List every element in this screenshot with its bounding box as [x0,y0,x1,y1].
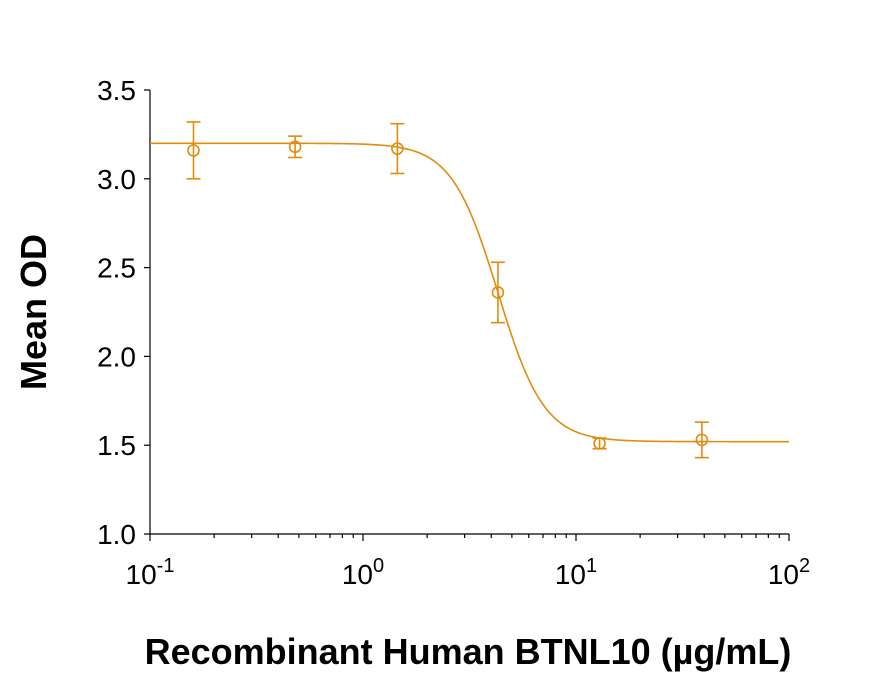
y-tick-label: 3.5 [97,75,136,106]
y-axis-title: Mean OD [13,234,54,390]
data-points [186,121,709,459]
y-tick-label: 1.0 [97,519,136,550]
data-point [592,437,607,450]
x-tick-exponent: 1 [586,555,597,577]
fit-curve-group [150,142,789,443]
y-tick-label: 2.0 [97,341,136,372]
y-tick-label: 1.5 [97,430,136,461]
axes [149,90,789,535]
x-ticks: 10-1 100 101 102 [126,534,810,590]
x-tick-label: 10-1 [126,555,175,590]
x-tick-base: 10 [342,559,373,590]
point-marker [288,140,302,154]
x-tick-base: 10 [768,559,799,590]
x-tick-label: 100 [342,555,384,590]
point-marker [491,286,505,299]
y-ticks: 1.0 1.5 2.0 2.5 3.0 3.5 [97,75,150,550]
x-tick-exponent: 2 [799,555,810,577]
data-point [288,135,303,159]
data-point [490,261,505,324]
x-tick-base: 10 [555,559,586,590]
x-tick-label: 102 [768,555,810,590]
x-tick-exponent: -1 [157,555,175,577]
data-point [186,121,201,180]
point-marker [695,433,709,447]
x-axis-title: Recombinant Human BTNL10 (µg/mL) [145,631,792,672]
fit-curve [150,142,789,443]
point-marker [593,437,606,450]
point-marker [391,142,404,155]
x-tick-exponent: 0 [373,555,384,577]
x-tick-base: 10 [126,559,157,590]
data-point [390,122,405,175]
x-tick-label: 101 [555,555,597,590]
y-tick-label: 2.5 [97,253,136,284]
data-point [694,421,709,459]
y-tick-label: 3.0 [97,164,136,195]
point-marker [187,144,200,157]
